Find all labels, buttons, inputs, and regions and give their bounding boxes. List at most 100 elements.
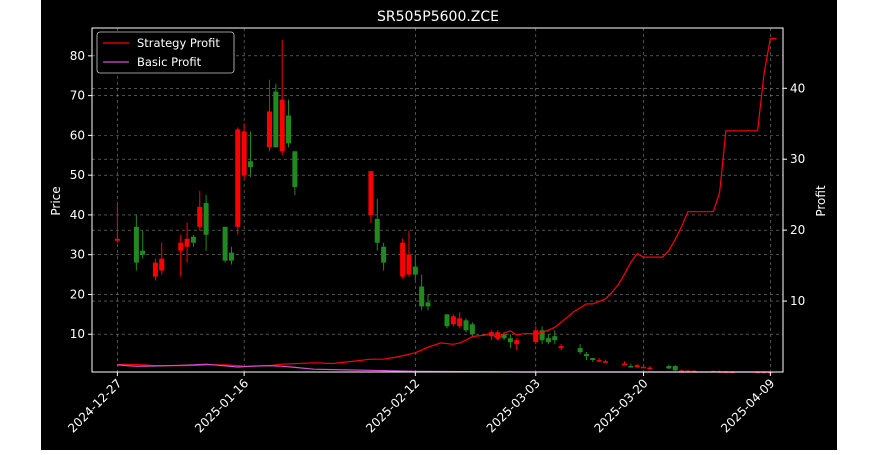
candle-body (279, 99, 285, 152)
candle (666, 364, 672, 370)
candle-body (602, 361, 608, 363)
candle-body (533, 330, 539, 343)
y-tick-label-left: 40 (70, 208, 85, 222)
candle-body (514, 340, 520, 345)
candle-body (596, 360, 602, 362)
candle-body (425, 302, 431, 307)
candle (247, 131, 253, 178)
candle-body (203, 202, 209, 235)
candle (184, 222, 190, 263)
candle (133, 214, 139, 271)
figure-background (41, 0, 837, 450)
y-tick-label-left: 20 (70, 287, 85, 301)
candle-body (178, 242, 184, 251)
candle (634, 364, 640, 368)
plot-frame (91, 27, 784, 373)
y-tick-label-left: 30 (70, 248, 85, 262)
candle-body (679, 370, 685, 372)
candle-body (374, 218, 380, 243)
candle-body (400, 242, 406, 277)
candle (140, 230, 146, 259)
candle (679, 369, 685, 372)
candle (507, 334, 513, 349)
candle (463, 318, 469, 333)
candle-body (488, 332, 494, 337)
candle (159, 242, 165, 275)
candle-body (583, 354, 589, 357)
candle (647, 366, 653, 370)
candle (628, 363, 634, 368)
candle-body (222, 226, 228, 261)
candle (622, 361, 628, 366)
y-axis-label-left: Price (49, 186, 63, 215)
candle (583, 352, 589, 361)
candle (114, 202, 120, 243)
candle-body (419, 286, 425, 307)
candle (412, 254, 418, 281)
chart-title: SR505P5600.ZCE (377, 9, 499, 25)
candle-body (507, 338, 513, 343)
candle-body (197, 206, 203, 227)
y-tick-label-left: 80 (70, 49, 85, 63)
candle-body (235, 129, 241, 227)
candle (197, 191, 203, 231)
candle (514, 338, 520, 351)
y-tick-label-right: 10 (790, 294, 805, 308)
candles (114, 39, 773, 374)
candle (641, 364, 647, 369)
figure: SR505P5600.ZCE 10 20 30 40 50 60 70 80 10 20 30 40 2… (41, 0, 837, 450)
candle (450, 314, 456, 327)
candle (178, 234, 184, 277)
candle-body (647, 367, 653, 370)
candle-body (577, 348, 583, 353)
candle-body (190, 236, 196, 243)
candle-body (114, 238, 120, 241)
y-tick-label-right: 40 (790, 81, 805, 95)
y-tick-label-left: 10 (70, 327, 85, 341)
candle (381, 242, 387, 271)
candle-body (545, 338, 551, 343)
candle-body (590, 358, 596, 361)
y-tick-label-left: 70 (70, 89, 85, 103)
candle (545, 334, 551, 345)
candle (577, 344, 583, 355)
candle-body (641, 366, 647, 369)
candle (419, 274, 425, 311)
candle-body (286, 115, 292, 144)
candle-body (672, 366, 678, 371)
candle (602, 359, 608, 363)
candle-body (247, 161, 253, 168)
candle (267, 79, 273, 152)
candle-body (469, 324, 475, 335)
candle (425, 294, 431, 311)
candle-body (634, 365, 640, 368)
candle-body (267, 111, 273, 148)
candle-body (412, 266, 418, 275)
candle (533, 326, 539, 345)
candle (235, 127, 241, 235)
y-tick-label-left: 50 (70, 168, 85, 182)
candle-body (628, 366, 634, 368)
candle-body (152, 262, 158, 277)
candle-body (444, 314, 450, 327)
candle (539, 326, 545, 345)
y-tick-label-right: 30 (790, 152, 805, 166)
candle-body (457, 318, 463, 327)
candle (685, 370, 691, 373)
candle-body (368, 171, 374, 215)
y-tick-label-right: 20 (790, 223, 805, 237)
y-axis-label-right: Profit (814, 185, 828, 217)
candle-body (539, 330, 545, 341)
candle-body (495, 332, 501, 339)
candle-body (381, 246, 387, 263)
candle (558, 344, 564, 351)
candle (590, 358, 596, 363)
candle (406, 230, 412, 277)
candle (457, 312, 463, 329)
legend-label-basic: Basic Profit (137, 55, 202, 69)
candle (552, 330, 558, 345)
candlestick-chart: SR505P5600.ZCE 1020304050607080102030402… (41, 0, 837, 450)
candle-body (159, 258, 165, 271)
y-tick-label-left: 60 (70, 128, 85, 142)
candle (672, 365, 678, 371)
